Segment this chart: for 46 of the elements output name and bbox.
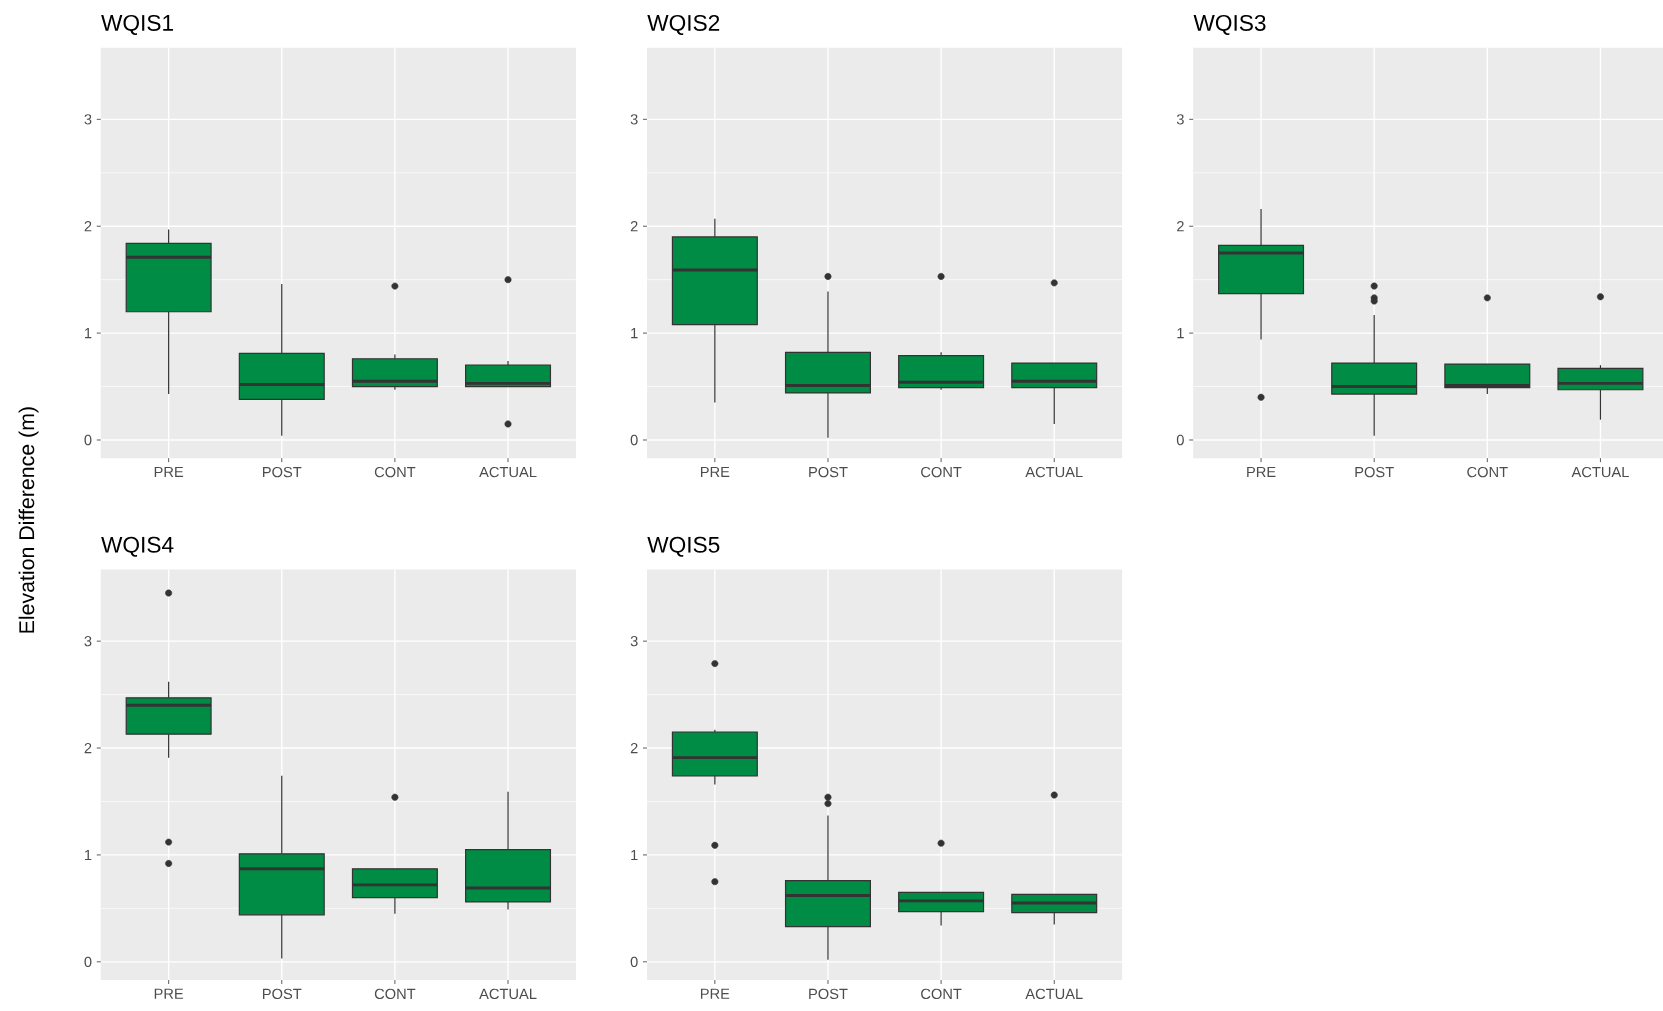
y-tick-label: 0 bbox=[1176, 434, 1184, 446]
y-tick-label: 2 bbox=[630, 742, 638, 754]
y-tick-label: 2 bbox=[630, 221, 638, 232]
y-tick-label: 0 bbox=[630, 434, 638, 446]
y-tick-label: 3 bbox=[630, 635, 638, 647]
y-tick-label: 0 bbox=[84, 956, 92, 968]
y-tick-label: 0 bbox=[630, 956, 638, 968]
y-tick-label: 1 bbox=[85, 849, 92, 860]
x-tick-label: CONT bbox=[374, 466, 416, 478]
y-tick-label: 2 bbox=[1177, 221, 1184, 232]
x-tick-label: ACTUAL bbox=[1571, 466, 1629, 478]
x-tick-label: POST bbox=[809, 466, 848, 478]
x-tick-label: POST bbox=[809, 988, 848, 1000]
chart-title: WQIS4 bbox=[101, 536, 174, 557]
chart-title: WQIS1 bbox=[101, 14, 173, 36]
x-tick-label: ACTUAL bbox=[479, 988, 537, 1000]
chart-title: WQIS2 bbox=[647, 14, 720, 35]
x-tick-label: POST bbox=[263, 466, 302, 478]
y-tick-label: 1 bbox=[631, 849, 638, 860]
y-axis-title: Elevation Difference (m) bbox=[18, 407, 39, 633]
x-tick-label: PRE bbox=[1247, 466, 1276, 477]
x-tick-label: POST bbox=[1355, 466, 1394, 478]
y-tick-label: 1 bbox=[85, 328, 92, 339]
x-tick-label: CONT bbox=[374, 988, 416, 1000]
x-tick-label: PRE bbox=[700, 988, 730, 999]
y-tick-label: 3 bbox=[84, 635, 92, 647]
x-tick-label: CONT bbox=[921, 466, 962, 478]
x-tick-label: CONT bbox=[921, 988, 962, 1000]
y-tick-label: 2 bbox=[84, 221, 92, 232]
y-tick-label: 1 bbox=[631, 328, 638, 339]
chart-title: WQIS3 bbox=[1193, 14, 1266, 35]
x-tick-label: ACTUAL bbox=[1025, 988, 1083, 1000]
x-tick-label: ACTUAL bbox=[1025, 466, 1083, 478]
y-tick-label: 2 bbox=[84, 742, 92, 754]
x-tick-label: PRE bbox=[154, 988, 184, 999]
x-tick-label: ACTUAL bbox=[479, 466, 537, 478]
y-tick-label: 3 bbox=[84, 114, 92, 125]
y-tick-label: 3 bbox=[630, 114, 638, 125]
y-tick-label: 3 bbox=[1176, 114, 1184, 125]
x-tick-label: PRE bbox=[154, 466, 184, 477]
x-tick-label: POST bbox=[263, 988, 302, 1000]
y-tick-label: 0 bbox=[84, 434, 92, 446]
y-tick-label: 1 bbox=[1177, 328, 1184, 339]
x-tick-label: CONT bbox=[1467, 466, 1508, 478]
chart-title: WQIS5 bbox=[647, 536, 720, 557]
x-tick-label: PRE bbox=[700, 466, 730, 477]
